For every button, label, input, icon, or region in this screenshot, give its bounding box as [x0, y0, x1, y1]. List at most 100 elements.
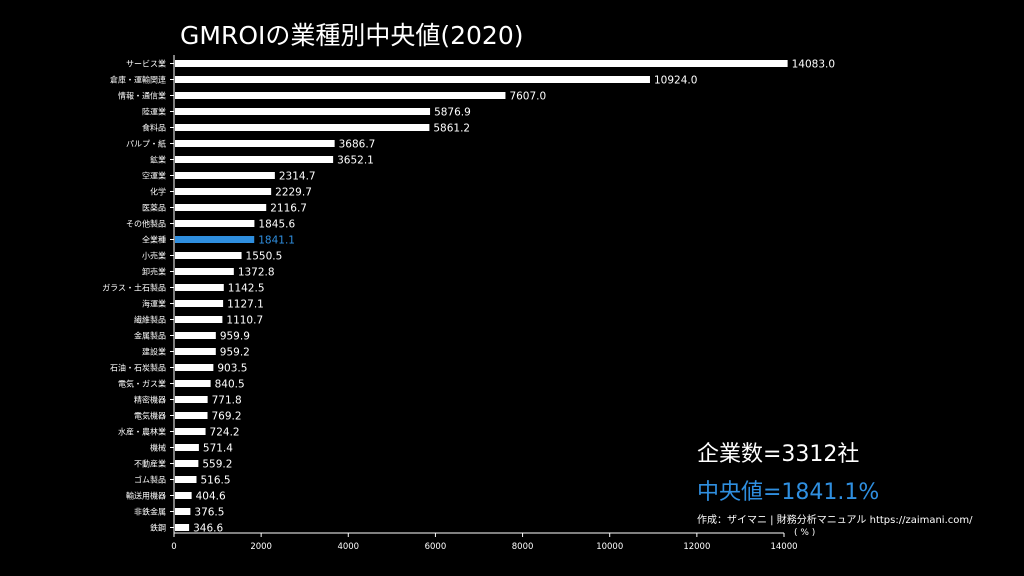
bar [175, 108, 431, 115]
category-label: 海運業 [142, 299, 166, 309]
category-label: 倉庫・運輸関連 [110, 75, 166, 85]
value-label: 959.2 [220, 347, 250, 359]
bar [175, 172, 275, 179]
x-tick-label: 2000 [250, 542, 272, 552]
bar [175, 412, 208, 419]
x-tick-label: 4000 [337, 542, 359, 552]
value-label: 1841.1 [258, 235, 295, 247]
value-label: 1550.5 [246, 251, 283, 263]
bar [175, 188, 272, 195]
value-label: 2116.7 [270, 203, 307, 215]
category-label: サービス業 [126, 59, 166, 69]
value-label: 2229.7 [275, 187, 312, 199]
x-tick-label: 12000 [683, 542, 710, 552]
category-label: 化学 [150, 187, 166, 197]
company-count-stat: 企業数=3312社 [697, 442, 860, 467]
x-tick-label: 10000 [596, 542, 623, 552]
category-label: 機械 [150, 443, 166, 453]
value-label: 10924.0 [654, 75, 697, 87]
x-ticks: 0 2000 4000 6000 8000 10000 12000 14000 [171, 533, 798, 552]
bar [175, 300, 224, 307]
category-labels: サービス業倉庫・運輸関連情報・通信業陸運業食料品パルプ・紙鉱業空運業化学医薬品そ… [102, 59, 166, 533]
value-label: 404.6 [196, 491, 226, 503]
category-label: 繊維製品 [134, 315, 166, 325]
value-label: 840.5 [215, 379, 245, 391]
category-label: 陸運業 [142, 107, 166, 117]
bar [175, 380, 211, 387]
chart-axes [170, 55, 784, 534]
value-label: 516.5 [201, 475, 231, 487]
value-label: 5876.9 [434, 107, 471, 119]
category-label: 卸売業 [142, 267, 166, 277]
value-label: 7607.0 [509, 91, 546, 103]
bar [175, 268, 234, 275]
bars-group [175, 60, 788, 531]
bar [175, 444, 199, 451]
median-stat: 中央値=1841.1% [697, 480, 880, 505]
bar [175, 92, 506, 99]
bar [175, 252, 242, 259]
value-label: 1845.6 [258, 219, 295, 231]
bar [175, 508, 191, 515]
category-label: 輸送用機器 [126, 491, 166, 501]
category-label: 精密機器 [134, 395, 166, 405]
value-label: 3652.1 [337, 155, 374, 167]
category-label: 小売業 [142, 251, 166, 261]
credit-text: 作成：ザイマニ | 財務分析マニュアル https://zaimani.com/ [697, 515, 973, 526]
category-label: 石油・石炭製品 [110, 363, 166, 373]
bar [175, 124, 430, 131]
value-label: 1127.1 [227, 299, 264, 311]
chart-title: GMROIの業種別中央値(2020) [180, 21, 524, 50]
value-label: 1110.7 [226, 315, 263, 327]
bar [175, 140, 335, 147]
bar [175, 364, 214, 371]
x-tick-label: 8000 [512, 542, 534, 552]
category-label: 建設業 [142, 347, 166, 357]
value-label: 769.2 [212, 411, 242, 423]
bar [175, 332, 216, 339]
value-label: 959.9 [220, 331, 250, 343]
value-label: 14083.0 [792, 59, 835, 71]
value-labels: 14083.0 10924.0 7607.0 5876.9 5861.2 3686.7 36… [193, 59, 835, 535]
value-label: 771.8 [212, 395, 242, 407]
category-label: 空運業 [142, 171, 166, 181]
value-label: 903.5 [217, 363, 247, 375]
bar [175, 236, 255, 243]
bar [175, 60, 788, 67]
category-label: ゴム製品 [134, 475, 166, 485]
category-label: 情報・通信業 [118, 91, 166, 101]
x-tick-label: 14000 [770, 542, 797, 552]
category-label: 不動産業 [134, 459, 166, 469]
bar [175, 476, 197, 483]
bar [175, 492, 192, 499]
category-label: 電気機器 [134, 411, 166, 421]
bar [175, 428, 206, 435]
x-tick-label: 6000 [425, 542, 447, 552]
value-label: 5861.2 [433, 123, 470, 135]
bar [175, 204, 267, 211]
value-label: 376.5 [194, 507, 224, 519]
value-label: 3686.7 [339, 139, 376, 151]
value-label: 559.2 [202, 459, 232, 471]
bar [175, 460, 199, 467]
category-label: 食料品 [142, 123, 166, 133]
category-label: 電気・ガス業 [118, 379, 166, 389]
category-label: 全業種 [142, 235, 166, 245]
x-tick-label: 0 [171, 542, 176, 552]
category-label: 医薬品 [142, 203, 166, 213]
bar [175, 76, 650, 83]
category-label: ガラス・土石製品 [102, 283, 166, 293]
category-label: 鉄鋼 [150, 523, 166, 533]
value-label: 2314.7 [279, 171, 316, 183]
x-axis-unit: ( % ) [794, 528, 816, 538]
bar [175, 348, 216, 355]
bar [175, 284, 224, 291]
category-label: パルプ・紙 [126, 139, 166, 149]
category-label: 非鉄金属 [134, 507, 166, 517]
category-label: 鉱業 [150, 155, 166, 165]
value-label: 724.2 [210, 427, 240, 439]
category-label: 金属製品 [134, 331, 166, 341]
bar [175, 524, 190, 531]
bar [175, 316, 223, 323]
